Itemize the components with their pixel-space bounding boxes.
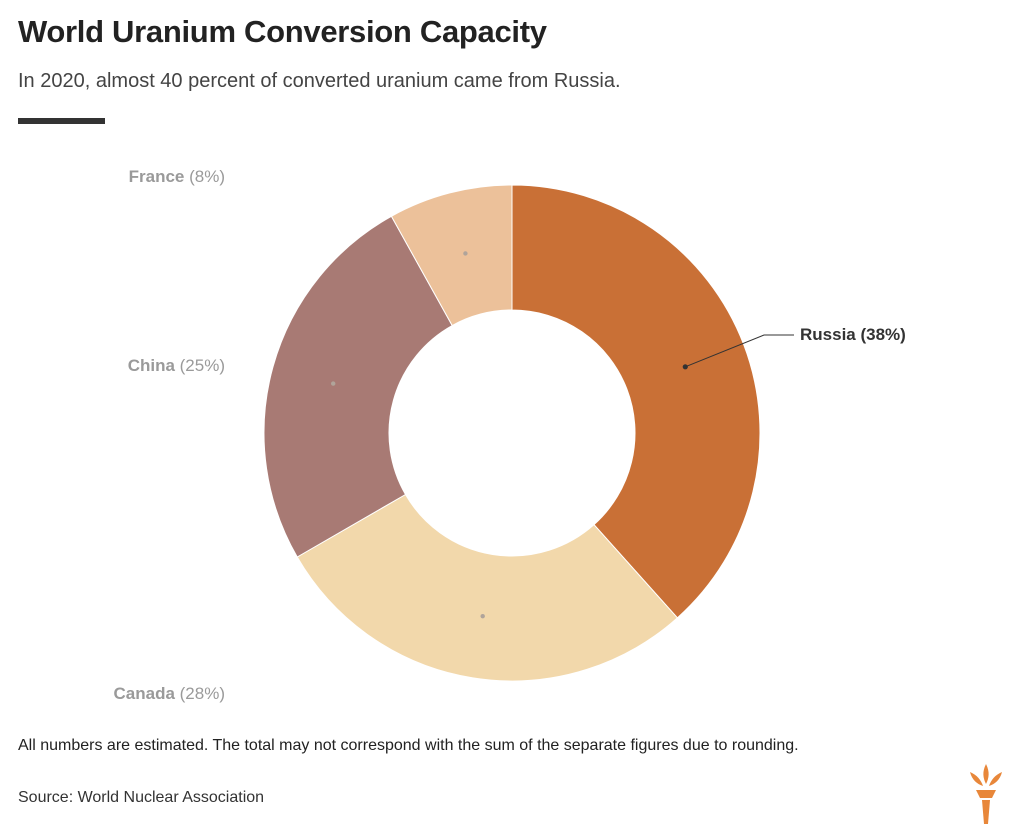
footnote: All numbers are estimated. The total may…	[18, 737, 799, 754]
slice-china	[263, 215, 453, 558]
donut-chart: Russia (38%) Canada (28%) China (25%) Franc…	[114, 167, 906, 703]
slice-label-name: China	[128, 356, 180, 375]
slice-france	[390, 184, 513, 327]
slice-label-percent: (28%)	[180, 684, 225, 703]
slice-label-france: France (8%)	[129, 167, 225, 186]
slice-label-canada: Canada (28%)	[114, 684, 226, 703]
slice-label-percent: (25%)	[180, 356, 225, 375]
slice-label-percent: (8%)	[189, 167, 225, 186]
slice-label-name: Russia	[800, 325, 860, 344]
slice-label-name: France	[129, 167, 189, 186]
title-divider	[18, 118, 105, 124]
slice-label-name: Canada	[114, 684, 180, 703]
slice-marker-canada	[480, 613, 485, 619]
slices-layer	[263, 184, 761, 682]
chart-subtitle: In 2020, almost 40 percent of converted …	[18, 70, 621, 92]
slice-marker-china	[331, 381, 336, 386]
labels-layer: Russia (38%) Canada (28%) China (25%) Franc…	[114, 167, 906, 703]
leader-line-russia	[685, 334, 794, 368]
slice-label-russia: Russia (38%)	[800, 325, 906, 344]
slice-russia	[511, 184, 761, 619]
slice-label-percent: (38%)	[860, 325, 905, 344]
chart-title: World Uranium Conversion Capacity	[18, 14, 547, 49]
source-text: Source: World Nuclear Association	[18, 789, 265, 806]
slice-label-china: China (25%)	[128, 356, 225, 375]
slice-marker-france	[463, 251, 468, 256]
rferl-torch-logo-icon	[970, 764, 1002, 824]
slice-canada	[296, 493, 679, 682]
